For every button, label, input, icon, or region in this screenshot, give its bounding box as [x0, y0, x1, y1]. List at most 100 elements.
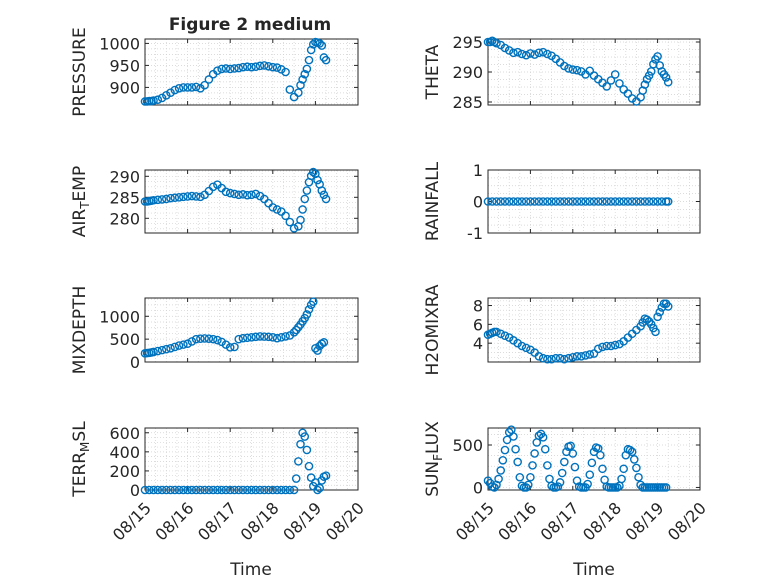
- data-point: [596, 450, 605, 460]
- y-tick-label: 290: [109, 167, 140, 186]
- data-point: [623, 197, 633, 206]
- data-point: [285, 85, 295, 94]
- data-point: [526, 197, 535, 206]
- data-point: [560, 61, 569, 71]
- data-point: [640, 197, 650, 206]
- x-tick-label: 08/17: [537, 498, 583, 544]
- data-point: [217, 337, 226, 347]
- panel-mixdepth: 0 500 1000 MIXDEPTH: [70, 286, 359, 374]
- data-point: [606, 76, 616, 85]
- data-point: [589, 197, 599, 206]
- data-point: [492, 38, 501, 48]
- x-tick-label: 08/19: [621, 498, 667, 544]
- data-point: [306, 45, 316, 55]
- data-point: [259, 332, 269, 341]
- data-point: [268, 333, 278, 342]
- data-point: [242, 62, 252, 72]
- data-point: [179, 192, 188, 202]
- data-point: [153, 95, 163, 105]
- data-point: [304, 461, 314, 471]
- data-point: [613, 483, 622, 492]
- data-point: [302, 310, 312, 319]
- data-point: [653, 197, 662, 206]
- data-point: [492, 197, 501, 206]
- data-point: [259, 61, 269, 70]
- y-tick-label: 0: [473, 193, 483, 212]
- data-point: [319, 53, 329, 62]
- data-point: [526, 472, 535, 482]
- x-tick-label: 08/18: [579, 498, 625, 544]
- data-point: [500, 197, 510, 206]
- data-point: [161, 485, 171, 495]
- data-point: [513, 47, 522, 57]
- data-point: [298, 205, 307, 214]
- data-point: [572, 65, 582, 75]
- data-point: [277, 65, 286, 74]
- data-point: [619, 464, 628, 474]
- data-point: [302, 186, 312, 195]
- y-tick-label: 4: [473, 334, 483, 353]
- data-point: [157, 195, 167, 204]
- data-point: [238, 485, 248, 495]
- data-point: [634, 472, 643, 482]
- data-point: [540, 444, 550, 454]
- data-point: [149, 347, 158, 357]
- data-point: [321, 471, 331, 480]
- data-point: [513, 338, 522, 348]
- x-tick-label: 08/17: [194, 498, 240, 544]
- data-point: [663, 77, 673, 87]
- data-point: [300, 69, 310, 79]
- data-point: [513, 197, 522, 206]
- y-axis-label: SUNFLUX: [423, 421, 445, 497]
- y-tick-label: 0: [130, 353, 140, 372]
- data-point: [581, 197, 590, 206]
- data-point: [153, 346, 163, 356]
- data-point: [317, 186, 327, 195]
- data-point: [653, 52, 662, 61]
- data-point: [644, 197, 654, 206]
- y-tick-label: 200: [109, 462, 140, 481]
- data-point: [308, 167, 318, 177]
- data-point: [598, 197, 607, 206]
- data-point: [281, 485, 290, 495]
- y-tick-label: 1: [473, 161, 483, 180]
- x-axis-label-right: Time: [572, 560, 615, 580]
- data-point: [264, 485, 273, 495]
- data-point: [528, 461, 537, 470]
- y-tick-label: 950: [109, 56, 140, 75]
- data-point: [523, 480, 533, 490]
- data-point: [302, 445, 312, 455]
- data-point: [568, 352, 578, 362]
- data-point: [183, 192, 192, 201]
- data-point: [598, 464, 607, 474]
- data-point: [572, 352, 582, 361]
- x-tick-label: 08/19: [279, 498, 325, 544]
- data-point: [272, 485, 282, 495]
- data-point: [583, 479, 592, 489]
- data-point: [179, 485, 188, 495]
- y-tick-label: 6: [473, 315, 483, 334]
- data-point: [255, 332, 265, 341]
- data-point: [319, 190, 329, 200]
- data-point: [487, 197, 497, 206]
- data-point: [217, 64, 226, 74]
- data-point: [242, 485, 252, 495]
- data-point: [204, 334, 214, 343]
- data-point: [174, 485, 184, 495]
- data-point: [277, 333, 286, 342]
- axes-box: [144, 38, 359, 106]
- axes-box: [487, 297, 701, 363]
- data-point: [272, 333, 282, 343]
- data-point: [517, 49, 527, 59]
- data-point: [268, 62, 278, 72]
- data-point: [230, 342, 239, 352]
- data-point: [564, 64, 573, 73]
- data-point: [296, 80, 305, 90]
- y-axis-label: AIRTEMP: [70, 166, 92, 237]
- data-point: [289, 92, 299, 102]
- data-point: [170, 485, 180, 495]
- y-axis-label: THETA: [423, 44, 443, 100]
- panel-theta: 285 290 295 THETA: [423, 33, 701, 112]
- axes-box: [144, 297, 359, 363]
